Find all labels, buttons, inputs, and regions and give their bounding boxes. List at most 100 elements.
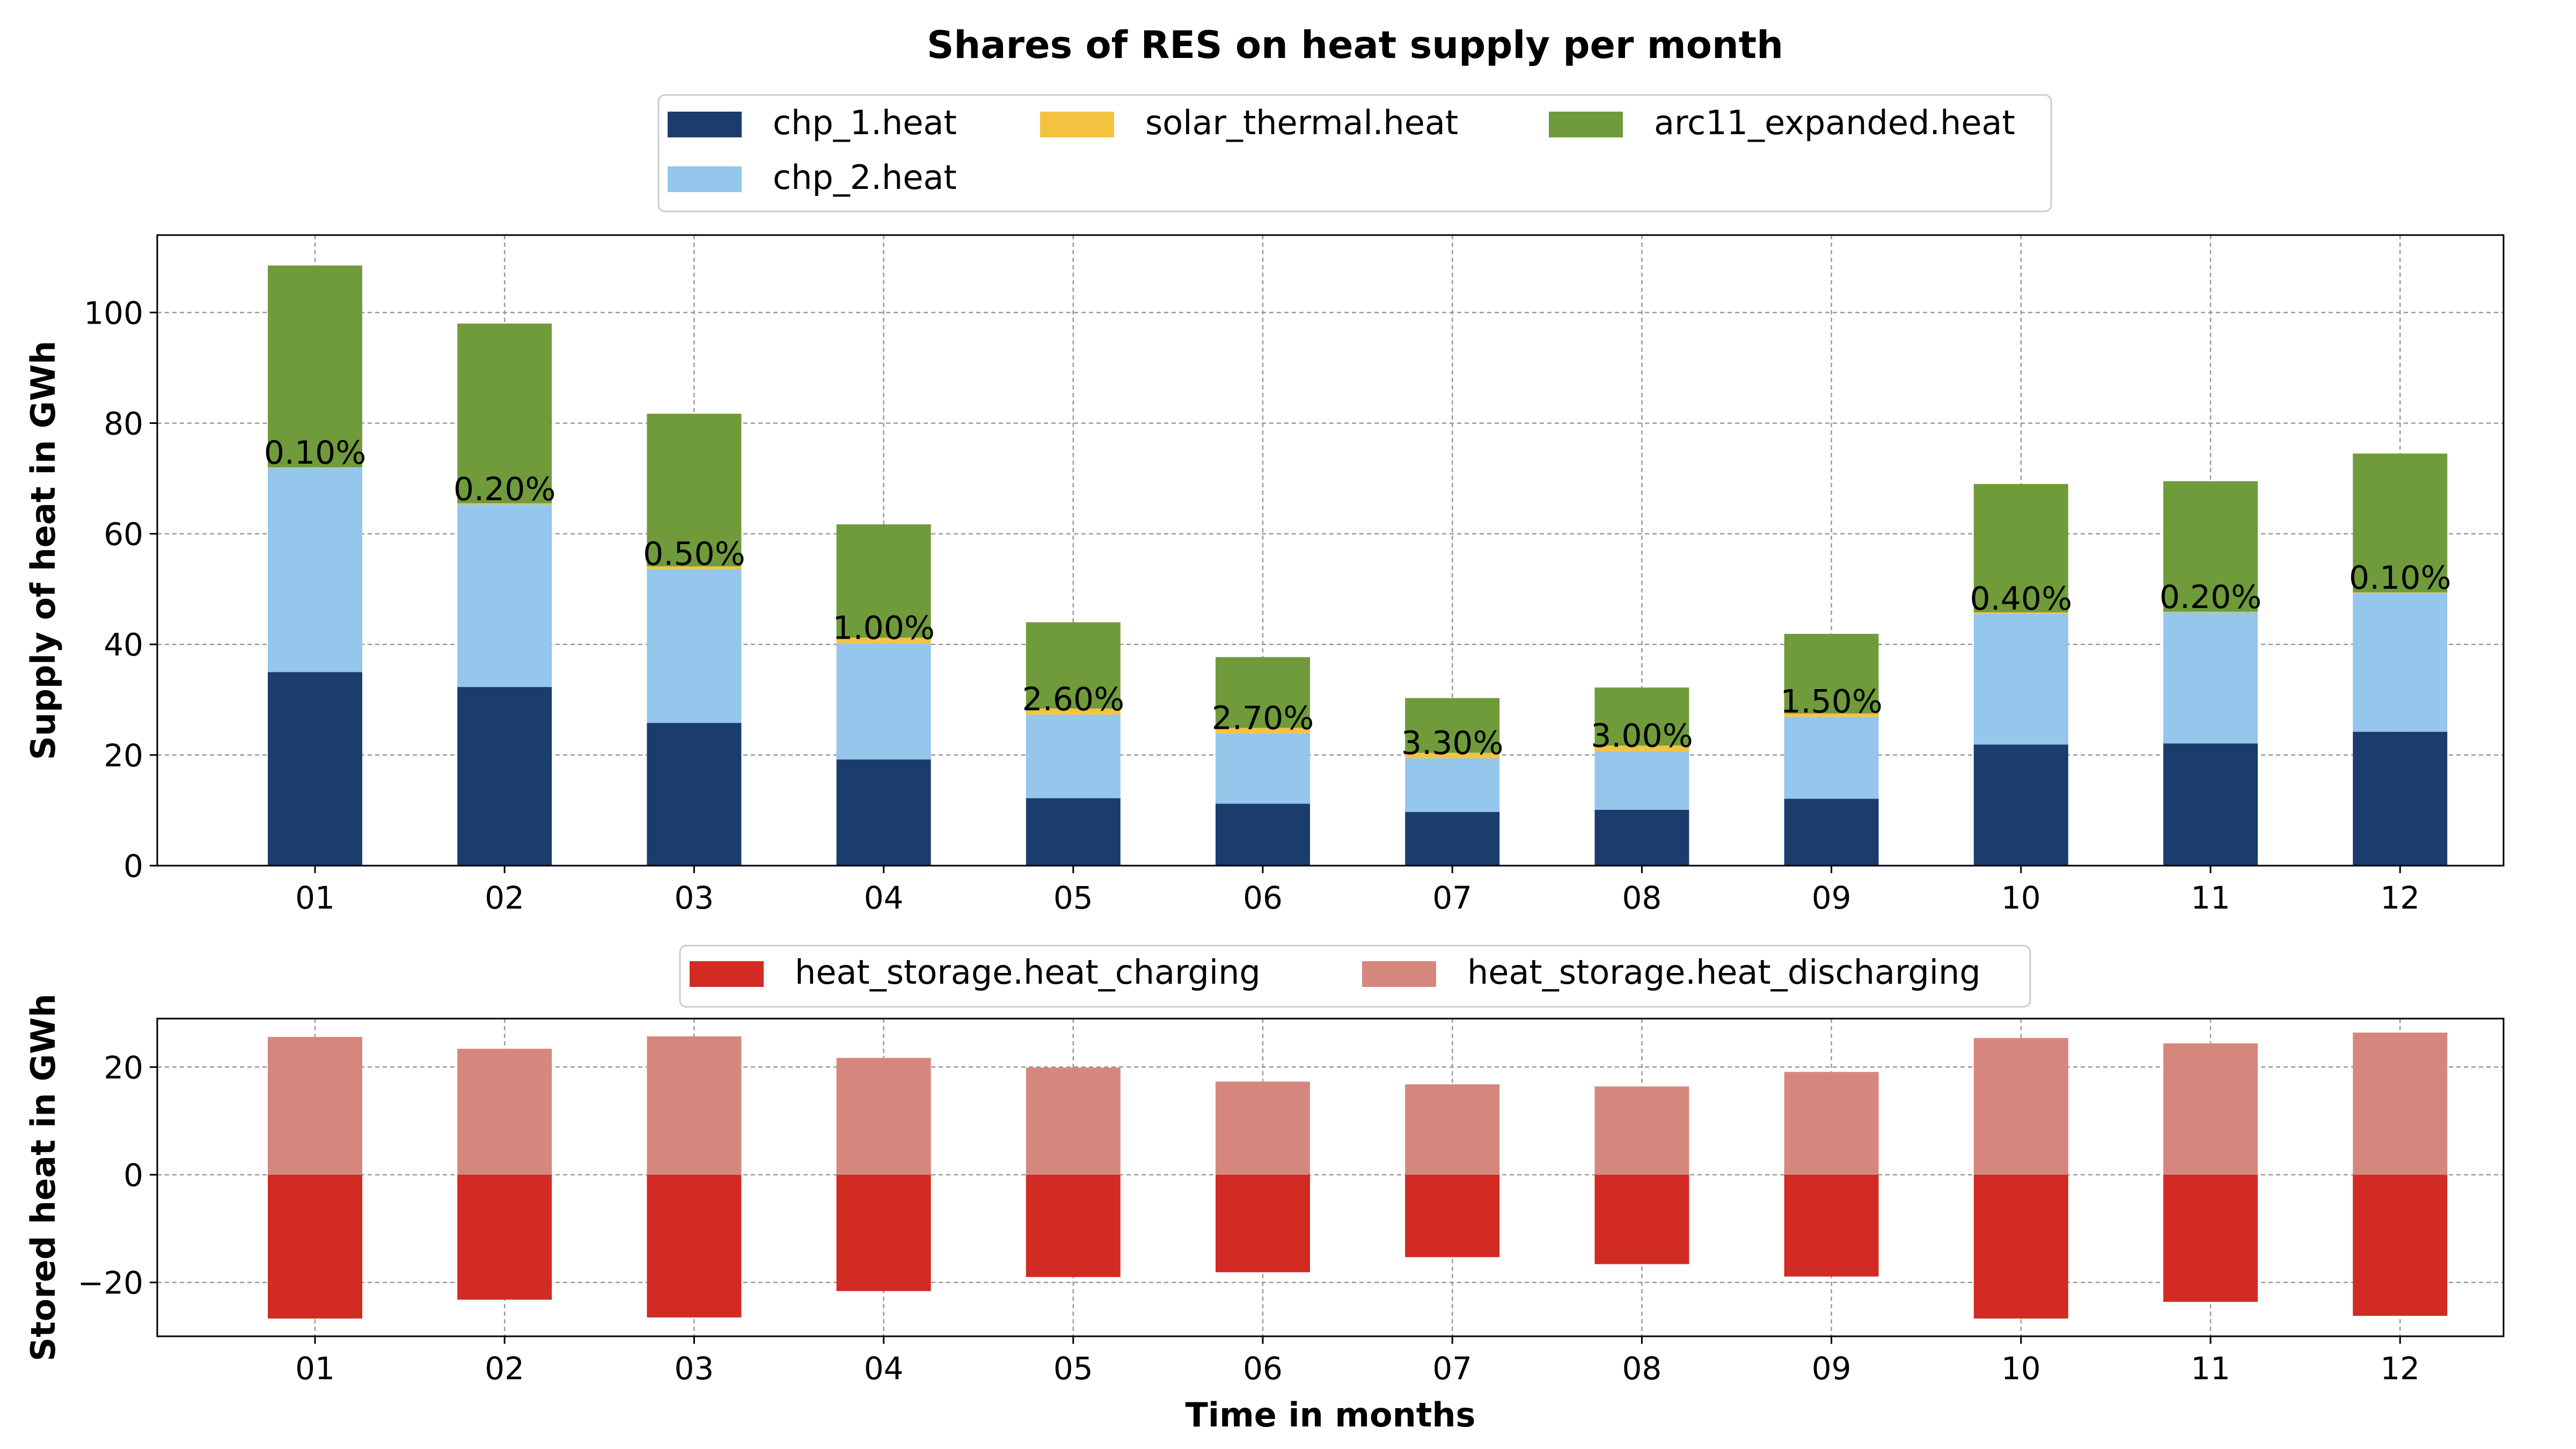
bar-heat-storage-heat-charging-03 bbox=[647, 1174, 742, 1318]
bar-heat-storage-heat-discharging-03 bbox=[647, 1036, 742, 1175]
bar-label-06: 2.70% bbox=[1212, 700, 1314, 737]
bar-heat-storage-heat-charging-09 bbox=[1784, 1174, 1879, 1277]
bar-heat-storage-heat-discharging-07 bbox=[1405, 1084, 1500, 1175]
bar-heat-storage-heat-charging-02 bbox=[457, 1174, 552, 1300]
bars bbox=[268, 1033, 2448, 1319]
bar-chp-1-heat-05 bbox=[1026, 798, 1121, 866]
bar-heat-storage-heat-charging-06 bbox=[1216, 1174, 1310, 1272]
bar-arc11-expanded-heat-03 bbox=[647, 413, 742, 567]
bar-heat-storage-heat-discharging-10 bbox=[1973, 1038, 2068, 1175]
bar-label-05: 2.60% bbox=[1022, 681, 1124, 719]
legend: chp_1.heat chp_2.heat solar_thermal.heat ar… bbox=[657, 94, 2052, 213]
bar-chp-2-heat-08 bbox=[1594, 751, 1689, 810]
bar-label-10: 0.40% bbox=[1970, 580, 2072, 618]
bar-label-01: 0.10% bbox=[264, 434, 367, 472]
x-tick-label: 09 bbox=[1812, 880, 1851, 916]
bar-solar-thermal-heat-04 bbox=[836, 638, 931, 643]
bar-label-08: 3.00% bbox=[1591, 718, 1693, 755]
y-tick-label: 0 bbox=[123, 1157, 143, 1194]
bar-chp-1-heat-03 bbox=[647, 723, 742, 866]
legend-swatch-chp-2-heat bbox=[668, 166, 742, 192]
y-axis-label: Supply of heat in GWh bbox=[24, 341, 63, 760]
legend-swatch-heat-storage-heat-charging bbox=[690, 961, 764, 987]
x-tick-label: 06 bbox=[1243, 880, 1283, 916]
legend-label-arc11-expanded-heat: arc11_expanded.heat bbox=[1654, 103, 2015, 142]
x-axis-label: Time in months bbox=[1185, 1395, 1476, 1435]
bar-solar-thermal-heat-08 bbox=[1594, 745, 1689, 751]
bar-heat-storage-heat-discharging-06 bbox=[1216, 1081, 1310, 1175]
y-tick-label: −20 bbox=[78, 1265, 143, 1301]
bar-chp-1-heat-07 bbox=[1405, 812, 1500, 866]
legend-box bbox=[679, 945, 2031, 1008]
panel-2: −20 0 20 01 02 03 04 05 06 07 08 09 10 11 12 Stored hea… bbox=[24, 945, 2505, 1435]
bar-solar-thermal-heat-10 bbox=[1973, 612, 2068, 614]
bar-solar-thermal-heat-02 bbox=[457, 503, 552, 504]
x-tick-label: 01 bbox=[295, 1350, 335, 1387]
panel-1: 0.10% 0.20% 0.50% 1.00% 2.60% 2.70% 3.30% 3.00%… bbox=[24, 94, 2505, 916]
bar-chp-2-heat-04 bbox=[836, 643, 931, 760]
y-tick-label: 80 bbox=[104, 405, 143, 442]
bar-chp-1-heat-12 bbox=[2353, 731, 2448, 866]
chart-title: Shares of RES on heat supply per month bbox=[927, 23, 1783, 67]
x-tick-label: 04 bbox=[864, 1350, 904, 1387]
bar-heat-storage-heat-discharging-09 bbox=[1784, 1072, 1879, 1175]
bar-solar-thermal-heat-07 bbox=[1405, 752, 1500, 759]
bar-heat-storage-heat-discharging-05 bbox=[1026, 1067, 1121, 1175]
bar-solar-thermal-heat-01 bbox=[268, 467, 362, 468]
x-tick-label: 04 bbox=[864, 880, 904, 916]
bar-heat-storage-heat-charging-01 bbox=[268, 1174, 362, 1319]
legend-label-heat-storage-heat-charging: heat_storage.heat_charging bbox=[795, 953, 1261, 992]
x-tick-label: 06 bbox=[1243, 1350, 1283, 1387]
bar-chp-2-heat-03 bbox=[647, 569, 742, 723]
y-ticks: −20 0 20 bbox=[78, 1049, 157, 1301]
bar-arc11-expanded-heat-05 bbox=[1026, 622, 1121, 709]
bar-arc11-expanded-heat-02 bbox=[457, 323, 552, 503]
legend: heat_storage.heat_charging heat_storage.h… bbox=[679, 945, 2031, 1008]
bar-chp-1-heat-06 bbox=[1216, 803, 1310, 866]
y-tick-label: 0 bbox=[123, 848, 143, 884]
bar-chp-1-heat-08 bbox=[1594, 809, 1689, 866]
bar-arc11-expanded-heat-10 bbox=[1973, 484, 2068, 612]
axes-frame bbox=[156, 234, 2505, 867]
bar-chp-1-heat-04 bbox=[836, 759, 931, 866]
bar-heat-storage-heat-discharging-11 bbox=[2163, 1043, 2258, 1175]
bar-chp-2-heat-12 bbox=[2353, 592, 2448, 732]
bar-chp-2-heat-11 bbox=[2163, 612, 2258, 744]
bar-heat-storage-heat-charging-12 bbox=[2353, 1174, 2448, 1316]
plots-group: 0.10% 0.20% 0.50% 1.00% 2.60% 2.70% 3.30% 3.00%… bbox=[24, 94, 2505, 1435]
legend-label-heat-storage-heat-discharging: heat_storage.heat_discharging bbox=[1467, 953, 1981, 992]
x-tick-label: 05 bbox=[1053, 1350, 1093, 1387]
bar-chp-2-heat-07 bbox=[1405, 758, 1500, 813]
legend-box bbox=[657, 94, 2052, 213]
x-tick-label: 03 bbox=[674, 1350, 714, 1387]
bar-heat-storage-heat-charging-05 bbox=[1026, 1174, 1121, 1277]
x-tick-label: 09 bbox=[1812, 1350, 1851, 1387]
bar-heat-storage-heat-charging-04 bbox=[836, 1174, 931, 1291]
x-tick-label: 07 bbox=[1432, 880, 1472, 916]
bar-chp-1-heat-09 bbox=[1784, 799, 1879, 866]
bar-heat-storage-heat-discharging-04 bbox=[836, 1058, 931, 1175]
x-tick-label: 02 bbox=[485, 1350, 524, 1387]
bar-solar-thermal-heat-12 bbox=[2353, 592, 2448, 593]
x-ticks: 01 02 03 04 05 06 07 08 09 10 11 12 bbox=[295, 866, 2420, 916]
bar-label-09: 1.50% bbox=[1780, 683, 1883, 721]
legend-swatch-heat-storage-heat-discharging bbox=[1362, 961, 1436, 987]
bar-chp-1-heat-01 bbox=[268, 672, 362, 866]
x-ticks: 01 02 03 04 05 06 07 08 09 10 11 12 bbox=[295, 1336, 2420, 1387]
bar-chp-2-heat-10 bbox=[1973, 614, 2068, 745]
bar-chp-1-heat-10 bbox=[1973, 744, 2068, 866]
bar-labels: 0.10% 0.20% 0.50% 1.00% 2.60% 2.70% 3.30% 3.00%… bbox=[264, 434, 2451, 762]
x-tick-label: 12 bbox=[2380, 880, 2420, 916]
x-tick-label: 07 bbox=[1432, 1350, 1472, 1387]
bar-solar-thermal-heat-09 bbox=[1784, 713, 1879, 717]
x-tick-label: 01 bbox=[295, 880, 335, 916]
bar-solar-thermal-heat-06 bbox=[1216, 728, 1310, 734]
bars bbox=[268, 265, 2448, 866]
y-tick-label: 20 bbox=[104, 1049, 143, 1086]
x-tick-label: 11 bbox=[2191, 880, 2230, 916]
bar-arc11-expanded-heat-12 bbox=[2353, 453, 2448, 592]
bar-arc11-expanded-heat-09 bbox=[1784, 634, 1879, 714]
bar-heat-storage-heat-discharging-02 bbox=[457, 1049, 552, 1175]
x-tick-label: 11 bbox=[2191, 1350, 2230, 1387]
bar-label-11: 0.20% bbox=[2160, 579, 2262, 616]
